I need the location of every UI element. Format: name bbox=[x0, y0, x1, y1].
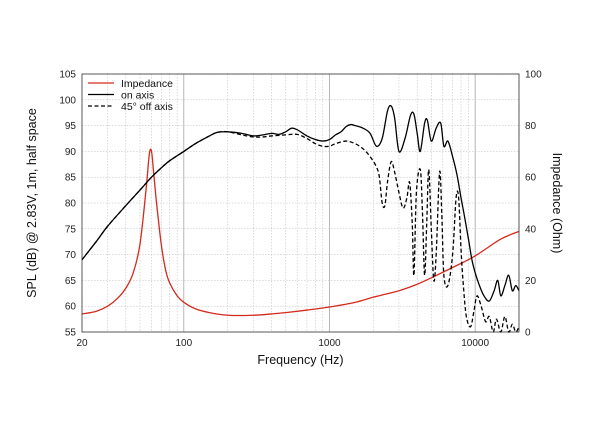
x-axis-title: Frequency (Hz) bbox=[257, 353, 343, 367]
legend-label-45-off-axis: 45° off axis bbox=[121, 101, 173, 113]
legend-label-impedance: Impedance bbox=[121, 78, 173, 90]
x-tick-label: 1000 bbox=[318, 338, 341, 349]
series-line-on-axis bbox=[81, 104, 520, 302]
series-layer bbox=[81, 104, 520, 333]
grid-lines bbox=[81, 73, 520, 333]
y-tick-label: 95 bbox=[65, 121, 77, 132]
y2-tick-label: 40 bbox=[525, 224, 537, 235]
y2-tick-label: 100 bbox=[525, 70, 542, 81]
y2-tick-label: 20 bbox=[525, 276, 537, 287]
y-tick-label: 90 bbox=[65, 147, 77, 158]
x-tick-label: 20 bbox=[76, 338, 88, 349]
y-tick-label: 65 bbox=[65, 276, 77, 287]
y-tick-label: 70 bbox=[65, 250, 77, 261]
y2-tick-label: 80 bbox=[525, 121, 537, 132]
series-line-impedance bbox=[81, 148, 520, 317]
plot-frame bbox=[81, 73, 520, 333]
y2-axis-title: Impedance (Ohm) bbox=[550, 153, 564, 254]
legend-label-on-axis: on axis bbox=[121, 89, 154, 101]
y-axis-title: SPL (dB) @ 2.83V, 1m, half space bbox=[25, 108, 39, 298]
y-tick-label: 100 bbox=[59, 95, 76, 106]
y-tick-label: 85 bbox=[65, 173, 77, 184]
x-tick-label: 100 bbox=[175, 338, 192, 349]
y-tick-label: 55 bbox=[65, 328, 77, 339]
y-tick-label: 60 bbox=[65, 302, 77, 313]
y-tick-label: 105 bbox=[59, 70, 76, 81]
series-line-45-off-axis bbox=[81, 130, 520, 333]
tick-labels: 20 100 1000 10000 55 60 65 70 75 80 85 90 95 100 105 0 2… bbox=[59, 70, 542, 350]
x-tick-label: 10000 bbox=[461, 338, 489, 349]
y2-tick-label: 0 bbox=[525, 328, 531, 339]
y2-tick-label: 60 bbox=[525, 173, 537, 184]
y-tick-label: 80 bbox=[65, 199, 77, 210]
y-tick-label: 75 bbox=[65, 224, 77, 235]
